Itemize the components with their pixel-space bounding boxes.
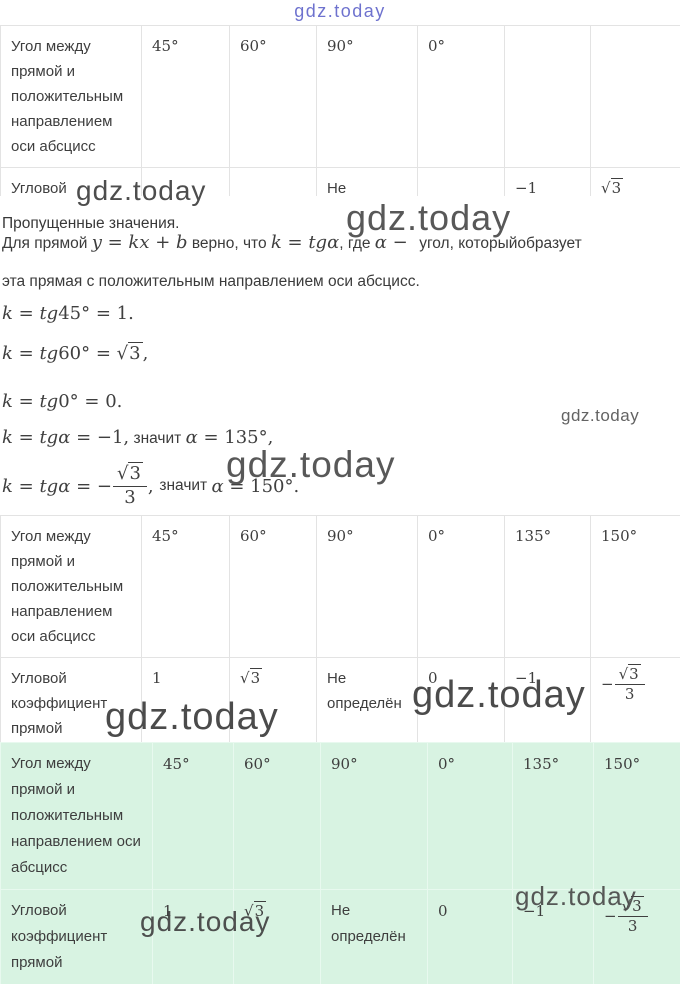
equation-tg45: k = tg45° = 1. <box>2 303 134 324</box>
sqrt-expression: √3 <box>618 664 641 683</box>
table-cell <box>590 25 680 168</box>
table-cell: 45° <box>141 25 230 168</box>
table-cell <box>417 167 505 196</box>
table-cell: 135° <box>512 742 594 890</box>
fraction-expression: √3 3 <box>617 896 648 936</box>
equation-tg135: k = tgα = −1, значит α = 135°, <box>2 427 274 448</box>
table-row: Угол между прямой и положительным направ… <box>0 515 680 658</box>
table-cell: 135° <box>504 515 591 658</box>
answer-table-clip-container: Угол между прямой и положительным направ… <box>0 742 680 984</box>
sqrt-expression: √3 <box>244 901 267 920</box>
table-cell: Не определён <box>316 167 418 196</box>
table-cell: − √3 3 <box>590 657 680 750</box>
solution-intro-line-1: Для прямой y = kx + b верно, что k = tgα… <box>2 232 582 253</box>
table-cell: 0 <box>427 889 513 984</box>
solution-intro-line-2: эта прямая с положительным направлением … <box>2 273 420 290</box>
table-cell <box>229 167 317 196</box>
table-cell: 90° <box>320 742 428 890</box>
row-label: Угловой коэффициент прямой <box>0 657 142 750</box>
table-cell <box>504 25 591 168</box>
table-cell: 0° <box>427 742 513 890</box>
row-label: Угловой коэффициент прямой <box>0 167 142 196</box>
table-cell: 0° <box>417 515 505 658</box>
table1-clip-container: Угол между прямой и положительным направ… <box>0 25 680 196</box>
table-cell: 150° <box>590 515 680 658</box>
table-cell: −1 <box>504 167 591 196</box>
sqrt-expression: √3 <box>116 461 143 484</box>
table-cell: 45° <box>141 515 230 658</box>
answer-table-highlighted: Угол между прямой и положительным направ… <box>0 742 680 984</box>
table-cell: 0° <box>417 25 505 168</box>
table-row: Угол между прямой и положительным направ… <box>0 25 680 168</box>
table-cell: 150° <box>593 742 680 890</box>
table-cell: 45° <box>152 742 234 890</box>
sqrt-expression: √3 <box>601 178 624 196</box>
row-label: Угол между прямой и положительным направ… <box>0 25 142 168</box>
table-cell: 90° <box>316 515 418 658</box>
table-row: Угол между прямой и положительным направ… <box>0 742 680 890</box>
site-header-link[interactable]: gdz.today <box>294 1 386 21</box>
completed-values-table: Угол между прямой и положительным направ… <box>0 515 680 750</box>
table-cell: √3 <box>233 889 321 984</box>
sqrt-expression: √3 <box>116 342 143 364</box>
table-cell: √3 <box>590 167 680 196</box>
table-row: Угловой коэффициент прямой 1 √3 Не определё… <box>0 889 680 984</box>
given-values-table: Угол между прямой и положительным направ… <box>0 25 680 196</box>
table-cell: 1 <box>141 657 230 750</box>
equation-tg0: k = tg0° = 0. <box>2 391 123 412</box>
table-cell: −1 <box>512 889 594 984</box>
table-row: Угловой коэффициент прямой 1 √3 Не определё… <box>0 657 680 750</box>
watermark: gdz.today <box>561 406 640 425</box>
table-cell: 90° <box>316 25 418 168</box>
row-label: Угол между прямой и положительным направ… <box>0 742 153 890</box>
table-cell: 60° <box>229 515 317 658</box>
fraction-expression: √3 3 <box>614 664 645 704</box>
sqrt-expression: √3 <box>621 896 644 915</box>
table-cell: − √3 3 <box>593 889 680 984</box>
fraction-expression: √3 3 <box>112 461 147 508</box>
table-cell: 1 <box>152 889 234 984</box>
equation-tg150: k = tgα = − √3 3, значит α = 150°. <box>2 461 300 508</box>
table-cell: Не определён <box>316 657 418 750</box>
table-cell: Не определён <box>320 889 428 984</box>
table-cell: −1 <box>504 657 591 750</box>
row-label: Угловой коэффициент прямой <box>0 889 153 984</box>
table-cell: 60° <box>229 25 317 168</box>
table-cell <box>141 167 230 196</box>
missing-values-note: Пропущенные значения. <box>2 214 180 232</box>
table-cell: 60° <box>233 742 321 890</box>
sqrt-expression: √3 <box>240 668 263 687</box>
table-cell: 0 <box>417 657 505 750</box>
equation-tg60: k = tg60° = √3, <box>2 342 149 364</box>
table-row: Угловой коэффициент прямой Не определён −1… <box>0 167 680 196</box>
table-cell: √3 <box>229 657 317 750</box>
row-label: Угол между прямой и положительным направ… <box>0 515 142 658</box>
